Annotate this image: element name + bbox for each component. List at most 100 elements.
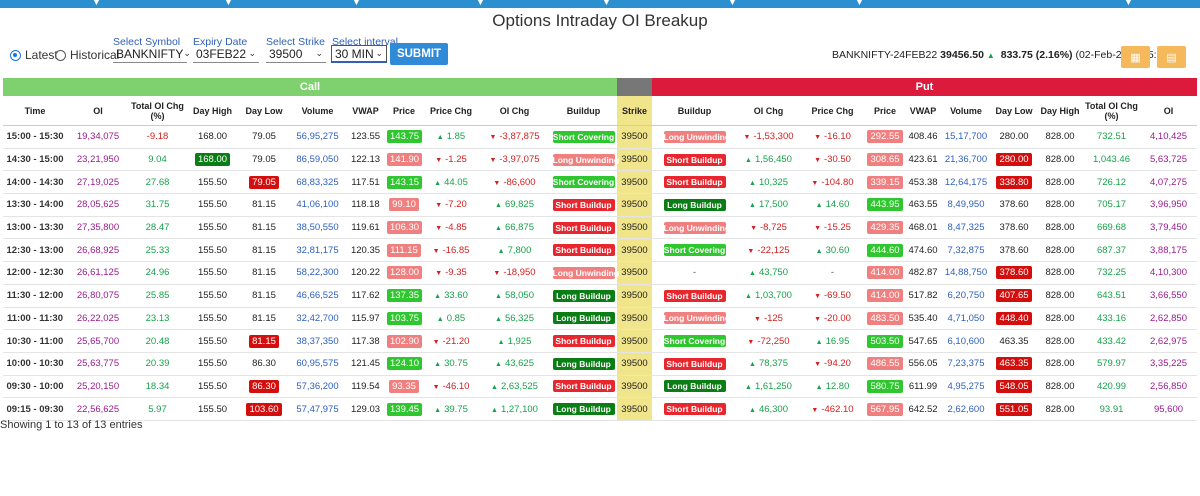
put-oi-cell: 4,10,300 [1140, 261, 1197, 285]
put-oi-cell: 2,62,975 [1140, 329, 1197, 353]
column-header[interactable]: OI [67, 96, 129, 126]
c-toi-value: 9.04 [148, 154, 167, 166]
column-header[interactable]: Day Low [991, 96, 1037, 126]
column-header[interactable]: Total OI Chg (%) [129, 96, 186, 126]
column-header[interactable]: VWAP [346, 96, 385, 126]
c-vwap-value: 117.38 [351, 335, 380, 347]
up-arrow-icon: ▲ [815, 202, 823, 210]
call-vwap-cell: 120.35 [346, 238, 385, 263]
call-volume-cell: 41,06,100 [289, 193, 346, 217]
p-vwap-value: 423.61 [908, 154, 938, 166]
time-value: 13:30 - 14:00 [6, 199, 64, 211]
up-arrow-icon: ▲ [436, 315, 444, 323]
p-high-value: 828.00 [1045, 176, 1075, 188]
p-oi-value: 2,62,850 [1150, 312, 1187, 324]
radio-selected-icon[interactable] [10, 49, 21, 61]
p-toi-value: 433.42 [1096, 335, 1127, 347]
column-header[interactable]: Buildup [652, 96, 737, 126]
column-header[interactable]: Day Low [239, 96, 289, 126]
chevron-down-icon[interactable]: ▼ [476, 0, 485, 7]
p-high-value: 828.00 [1045, 312, 1075, 324]
c-high-value: 155.50 [197, 403, 228, 415]
down-arrow-icon: ▼ [493, 179, 501, 187]
submit-button[interactable]: SUBMIT [390, 43, 448, 65]
chevron-down-icon[interactable]: ▼ [224, 0, 233, 7]
call-vwap-cell: 117.62 [346, 284, 385, 308]
put-price-chg-cell: ▼ -462.10 [800, 397, 865, 421]
symbol-select[interactable]: BANKNIFTY ⌄ [113, 45, 191, 63]
column-header[interactable]: Buildup [550, 96, 617, 126]
p-high-value: 828.00 [1045, 290, 1075, 302]
column-header[interactable]: OI Chg [737, 96, 800, 126]
call-total-oi-chg-cell: 18.34 [129, 375, 186, 399]
column-header[interactable]: Volume [941, 96, 991, 126]
chevron-down-icon[interactable]: ▼ [352, 0, 361, 7]
p-price-value: 292.55 [867, 130, 903, 144]
put-volume-cell: 15,17,700 [941, 125, 991, 149]
p-toi-value: 732.25 [1096, 267, 1127, 279]
table-row: 10:00 - 10:30 25,63,775 20.39 155.50 86.30 60… [3, 352, 1197, 376]
interval-select[interactable]: 30 MIN ⌄ [331, 45, 387, 63]
strike-value: 39500 [621, 380, 648, 392]
column-header[interactable]: Total OI Chg (%) [1083, 96, 1140, 126]
c-pchg-value: -4.85 [445, 222, 467, 234]
table-row: 15:00 - 15:30 19,34,075 -9.18 168.00 79.05 56… [3, 125, 1197, 149]
down-arrow-icon: ▼ [814, 293, 821, 301]
latest-radio[interactable]: Latest [10, 48, 58, 62]
expiry-value: 03FEB22 [196, 46, 247, 61]
strike-select[interactable]: 39500 ⌄ [266, 45, 326, 63]
c-oichg-value: -86,600 [503, 176, 536, 188]
p-price-value: 503.50 [867, 334, 903, 348]
column-header[interactable]: Day High [186, 96, 239, 126]
excel-export-button[interactable]: ▦ [1121, 46, 1150, 68]
column-header[interactable]: Price [865, 96, 905, 126]
column-header[interactable]: Price Chg [423, 96, 479, 126]
chevron-down-icon: ⌄ [375, 48, 383, 58]
column-header[interactable]: Volume [289, 96, 346, 126]
time-cell: 11:30 - 12:00 [3, 284, 67, 308]
strike-group-header [617, 78, 652, 96]
chevron-down-icon[interactable]: ▼ [1124, 0, 1133, 7]
put-volume-cell: 4,71,050 [941, 307, 991, 331]
p-price-value: 308.65 [867, 153, 903, 167]
up-arrow-icon: ▲ [434, 361, 442, 369]
put-price-cell: 580.75 [865, 375, 905, 399]
p-vol-value: 7,23,375 [947, 358, 985, 370]
pdf-export-button[interactable]: ▤ [1157, 46, 1186, 68]
historical-radio[interactable]: Historical [55, 48, 119, 62]
column-header[interactable]: Price Chg [800, 96, 865, 126]
c-toi-value: 23.13 [145, 312, 170, 324]
p-vol-value: 7,32,875 [947, 244, 985, 256]
call-volume-cell: 60,95,575 [289, 352, 346, 376]
c-toi-value: -9.18 [146, 131, 169, 143]
column-header[interactable]: OI Chg [479, 96, 550, 126]
put-vwap-cell: 482.87 [905, 261, 941, 285]
column-header[interactable]: OI [1140, 96, 1197, 126]
group-header-row: Call Put [3, 78, 1197, 96]
put-oi-cell: 4,10,425 [1140, 125, 1197, 149]
chevron-down-icon[interactable]: ▼ [602, 0, 611, 7]
call-day-high-cell: 155.50 [186, 170, 239, 195]
put-total-oi-chg-cell: 420.99 [1083, 375, 1140, 399]
put-oi-cell: 2,62,850 [1140, 307, 1197, 331]
time-cell: 14:00 - 14:30 [3, 170, 67, 195]
c-oi-value: 27,19,025 [76, 176, 120, 188]
historical-label: Historical [70, 48, 120, 62]
c-price-value: 106.30 [387, 221, 423, 235]
column-header[interactable]: Strike [617, 96, 652, 126]
radio-unselected-icon[interactable] [55, 49, 66, 61]
buildup-badge: Long Buildup [552, 289, 615, 302]
chevron-down-icon[interactable]: ▼ [92, 0, 101, 7]
put-total-oi-chg-cell: 726.12 [1083, 170, 1140, 195]
put-price-chg-cell: ▲ 16.95 [800, 329, 865, 353]
column-header[interactable]: Price [385, 96, 423, 126]
time-value: 10:30 - 11:00 [6, 335, 64, 347]
chevron-down-icon[interactable]: ▼ [855, 0, 864, 7]
column-header[interactable]: Day High [1037, 96, 1083, 126]
strike-value: 39500 [621, 154, 648, 166]
expiry-select[interactable]: 03FEB22 ⌄ [193, 45, 259, 63]
chevron-down-icon[interactable]: ▼ [728, 0, 737, 7]
column-header[interactable]: Time [3, 96, 67, 126]
column-header[interactable]: VWAP [905, 96, 941, 126]
p-pchg-value: 30.60 [825, 244, 850, 256]
